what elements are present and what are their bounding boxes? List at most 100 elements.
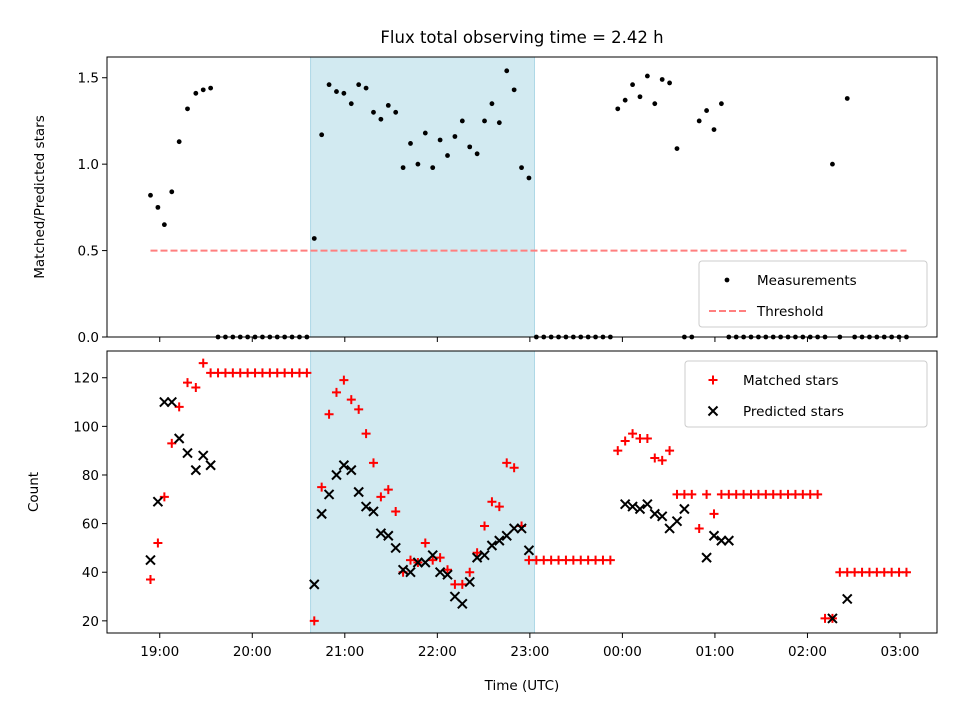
legend-label: Threshold: [756, 304, 824, 320]
data-point: [650, 453, 660, 463]
x-tick-label: 02:00: [788, 644, 827, 660]
data-point: [148, 192, 153, 198]
data-point: [356, 82, 362, 88]
data-point: [652, 101, 658, 107]
data-point: [193, 90, 199, 96]
data-point: [628, 429, 638, 439]
data-point: [445, 153, 450, 158]
y-axis-label: Count: [26, 472, 42, 512]
data-point: [182, 447, 193, 459]
data-point: [687, 489, 697, 499]
data-point: [405, 567, 416, 578]
data-point: [166, 396, 177, 408]
data-point: [467, 144, 473, 150]
data-point: [153, 538, 163, 548]
axes-frame: [106, 56, 938, 338]
data-point: [830, 161, 835, 167]
data-point: [465, 567, 475, 577]
data-point: [627, 501, 638, 512]
data-point: [723, 535, 735, 546]
data-point: [442, 569, 453, 580]
observing-window-band: [310, 57, 535, 337]
data-point: [486, 540, 498, 551]
data-point: [198, 450, 209, 461]
data-point: [397, 564, 409, 576]
x-tick-label: 22:00: [418, 644, 457, 660]
data-point: [702, 489, 712, 499]
top-panel: 0.0 0.5 1.0 1.5 Matched/Predicted stars Measu…: [32, 56, 938, 346]
data-point: [901, 567, 911, 577]
legend-label: Measurements: [757, 273, 857, 289]
data-point: [383, 485, 393, 495]
data-point: [319, 132, 325, 138]
data-point: [674, 146, 680, 152]
series-measurements: [148, 68, 909, 340]
data-point: [480, 521, 490, 531]
data-point: [348, 101, 354, 107]
data-point: [615, 106, 621, 112]
data-point: [665, 446, 675, 456]
data-point: [375, 528, 387, 539]
data-point: [400, 165, 406, 171]
data-point: [844, 96, 850, 101]
data-point: [338, 460, 350, 471]
y-tick-label: 0.5: [78, 244, 99, 260]
series-matched-stars: [145, 358, 911, 626]
data-point: [642, 434, 652, 444]
data-point: [420, 538, 430, 548]
data-point: [415, 161, 421, 167]
y-tick-label: 60: [82, 517, 99, 533]
data-point: [619, 498, 631, 510]
legend-box: [698, 260, 928, 328]
y-axis-label: Matched/Predicted stars: [32, 115, 48, 278]
y-tick-label: 40: [82, 565, 99, 581]
data-point: [346, 464, 357, 476]
data-point: [704, 108, 709, 113]
data-point: [346, 395, 356, 405]
data-point: [637, 94, 643, 100]
bottom-panel: 20 40 60 80 100 120 19:00 20:00 21:00 22:00 23:00 0…: [26, 350, 938, 660]
data-point: [457, 579, 467, 589]
data-point: [504, 68, 510, 74]
data-point: [813, 489, 823, 499]
data-point: [408, 141, 413, 146]
data-point: [208, 85, 214, 91]
legend-box: [684, 360, 928, 428]
data-point: [644, 73, 650, 79]
x-axis-label: Time (UTC): [484, 678, 560, 694]
data-point: [494, 535, 505, 546]
data-point: [145, 554, 156, 566]
y-tick-label: 100: [73, 419, 99, 435]
data-point: [667, 80, 672, 86]
data-point: [657, 455, 667, 465]
data-point: [354, 404, 364, 414]
data-point: [434, 567, 446, 578]
data-point: [437, 137, 443, 143]
data-point: [331, 387, 341, 397]
x-tick-label: 19:00: [140, 644, 179, 660]
data-point: [309, 616, 319, 626]
data-point: [452, 134, 458, 139]
data-point: [391, 506, 401, 516]
x-tick-label: 20:00: [233, 644, 272, 660]
data-point: [471, 552, 483, 563]
x-tick-label: 21:00: [325, 644, 364, 660]
data-point: [341, 90, 347, 96]
data-point: [198, 358, 208, 368]
data-point: [169, 189, 175, 195]
data-point: [509, 463, 519, 473]
data-point: [161, 222, 167, 228]
legend-marker: [707, 405, 719, 417]
data-point: [620, 436, 630, 446]
legend: Measurements Threshold: [698, 260, 928, 328]
data-point: [711, 127, 717, 132]
data-point: [159, 492, 169, 502]
data-point: [649, 508, 660, 520]
y-tick-label: 20: [82, 614, 99, 630]
data-point: [671, 515, 683, 527]
data-point: [331, 469, 342, 481]
data-point: [494, 502, 504, 512]
data-point: [361, 429, 371, 439]
data-point: [390, 542, 401, 554]
